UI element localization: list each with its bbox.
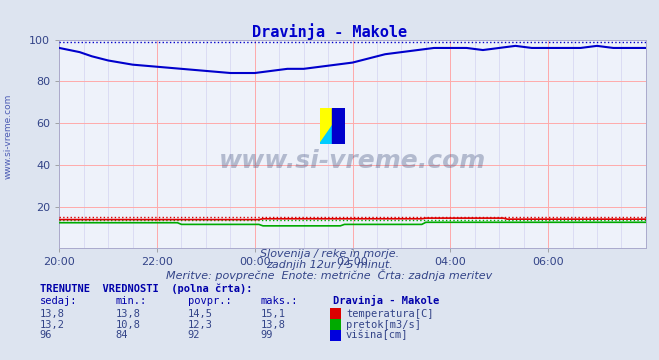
Text: pretok[m3/s]: pretok[m3/s]: [346, 320, 421, 330]
Text: zadnjih 12ur / 5 minut.: zadnjih 12ur / 5 minut.: [266, 260, 393, 270]
Text: Slovenija / reke in morje.: Slovenija / reke in morje.: [260, 249, 399, 260]
Text: 99: 99: [260, 330, 273, 341]
Text: min.:: min.:: [115, 296, 146, 306]
Text: 10,8: 10,8: [115, 320, 140, 330]
Polygon shape: [320, 108, 345, 144]
Text: TRENUTNE  VREDNOSTI  (polna črta):: TRENUTNE VREDNOSTI (polna črta):: [40, 284, 252, 294]
Text: 13,8: 13,8: [40, 309, 65, 319]
Text: 84: 84: [115, 330, 128, 341]
Text: 15,1: 15,1: [260, 309, 285, 319]
Text: www.si-vreme.com: www.si-vreme.com: [3, 94, 13, 180]
Text: 14,5: 14,5: [188, 309, 213, 319]
Text: Dravinja - Makole: Dravinja - Makole: [333, 295, 439, 306]
Text: temperatura[C]: temperatura[C]: [346, 309, 434, 319]
Polygon shape: [332, 108, 345, 144]
Text: 96: 96: [40, 330, 52, 341]
Text: 12,3: 12,3: [188, 320, 213, 330]
Text: 92: 92: [188, 330, 200, 341]
Text: Dravinja - Makole: Dravinja - Makole: [252, 23, 407, 40]
Text: Meritve: povprečne  Enote: metrične  Črta: zadnja meritev: Meritve: povprečne Enote: metrične Črta:…: [166, 269, 493, 281]
Text: sedaj:: sedaj:: [40, 296, 77, 306]
Text: maks.:: maks.:: [260, 296, 298, 306]
Polygon shape: [320, 108, 345, 144]
Text: višina[cm]: višina[cm]: [346, 330, 409, 341]
Text: 13,2: 13,2: [40, 320, 65, 330]
Text: www.si-vreme.com: www.si-vreme.com: [219, 149, 486, 173]
Text: 13,8: 13,8: [260, 320, 285, 330]
Text: povpr.:: povpr.:: [188, 296, 231, 306]
Text: 13,8: 13,8: [115, 309, 140, 319]
